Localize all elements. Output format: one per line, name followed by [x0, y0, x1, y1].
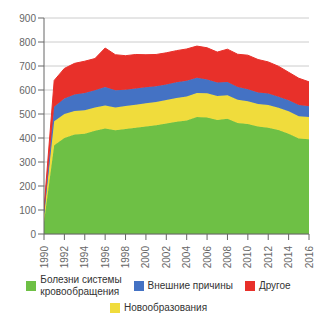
svg-text:800: 800: [19, 37, 36, 48]
svg-text:400: 400: [19, 133, 36, 144]
svg-text:1994: 1994: [79, 246, 90, 269]
svg-text:1998: 1998: [120, 246, 131, 269]
svg-text:2006: 2006: [202, 246, 213, 269]
html-text:Другое: Другое: [258, 280, 291, 291]
svg-text:2008: 2008: [222, 246, 233, 269]
svg-text:2000: 2000: [140, 246, 151, 269]
svg-text:100: 100: [19, 205, 36, 216]
svg-text:900: 900: [19, 13, 36, 24]
svg-text:2016: 2016: [304, 246, 315, 269]
svg-text:700: 700: [19, 61, 36, 72]
svg-text:500: 500: [19, 109, 36, 120]
html-text:Внешние причины: Внешние причины: [147, 280, 233, 291]
svg-text:1990: 1990: [39, 246, 50, 269]
svg-text:1992: 1992: [59, 246, 70, 269]
svg-text:0: 0: [30, 229, 36, 240]
html-text:Болезни системы кровообращения: Болезни системы кровообращения: [40, 274, 122, 297]
svg-text:2014: 2014: [283, 246, 294, 269]
svg-text:1996: 1996: [100, 246, 111, 269]
svg-text:300: 300: [19, 157, 36, 168]
svg-text:2010: 2010: [242, 246, 253, 269]
html-text:Новообразования: Новообразования: [123, 302, 208, 313]
svg-text:2004: 2004: [181, 246, 192, 269]
svg-text:2002: 2002: [161, 246, 172, 269]
svg-text:200: 200: [19, 181, 36, 192]
svg-text:2012: 2012: [263, 246, 274, 269]
svg-text:600: 600: [19, 85, 36, 96]
